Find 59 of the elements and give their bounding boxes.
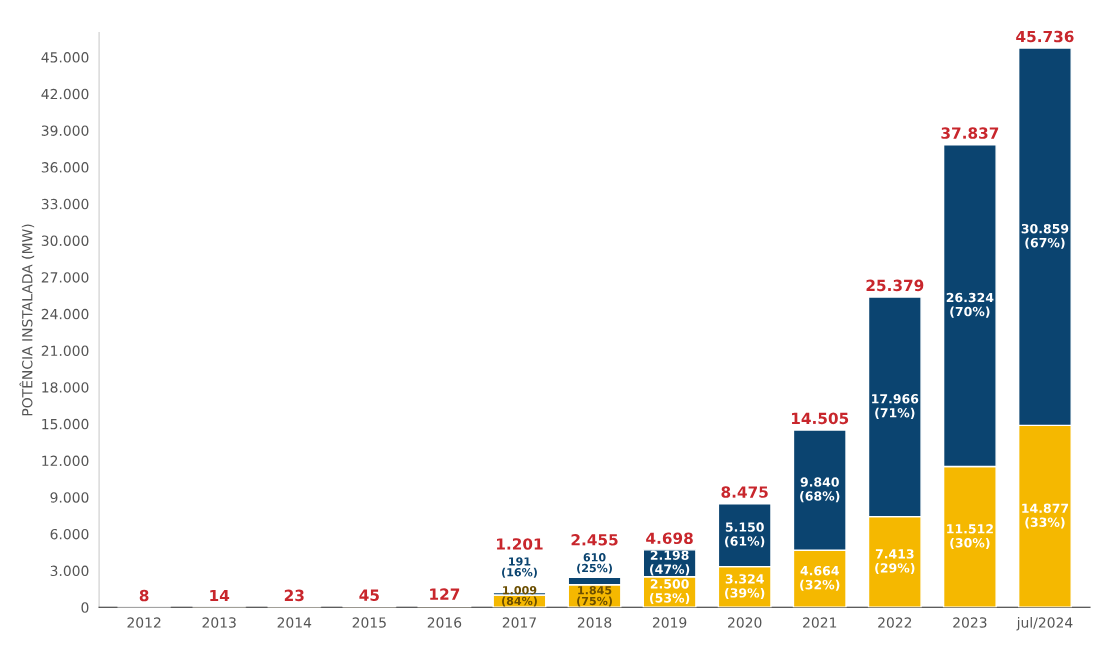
data-label: 4.664 (32%) [800,565,840,591]
total-label: 1.201 [497,538,543,550]
data-label: 2.500 (53%) [650,579,690,605]
y-tick-label: 24.000 [41,308,89,320]
data-label: 610 (25%) [577,553,612,574]
y-tick-label: 33.000 [41,198,89,210]
x-tick-label: 2022 [878,617,912,628]
data-label: 191 (16%) [502,557,537,578]
y-tick-label: 42.000 [41,88,89,100]
data-label: 2.198 (47%) [650,550,690,576]
total-label: 23 [284,589,304,602]
data-label: 9.840 (68%) [800,477,840,503]
data-label: 7.413 (29%) [875,549,915,575]
total-label: 25.379 [866,279,924,292]
total-label: 37.837 [941,127,999,139]
y-tick-label: 18.000 [42,382,89,393]
y-tick-label: 45.000 [41,52,89,63]
data-label: 1.845 (75%) [577,585,612,607]
x-tick-label: 2019 [652,617,687,628]
y-tick-label: 6.000 [50,528,89,540]
x-tick-label: 2014 [277,617,312,628]
y-tick-label: 21.000 [41,345,89,357]
total-label: 45.736 [1016,30,1074,43]
y-tick-label: 3.000 [50,565,89,577]
data-label: 1.009 (84%) [502,585,537,607]
y-axis-title: POTÊNCIA INSTALADA (MW) [19,224,35,416]
y-tick-label: 39.000 [41,125,89,136]
x-tick-label: 2017 [502,617,536,628]
total-label: 14 [210,589,230,602]
total-label: 8.475 [721,486,768,498]
data-label: 5.150 (61%) [725,522,765,548]
data-label: 14.877 (33%) [1022,503,1069,529]
x-tick-label: 2013 [202,617,236,628]
y-tick-label: 30.000 [41,235,89,246]
x-tick-label: 2021 [803,617,837,628]
y-tick-label: 12.000 [42,455,89,467]
y-tick-label: 27.000 [41,272,89,283]
total-label: 14.505 [791,412,849,425]
data-label: 3.324 (39%) [725,574,765,600]
x-tick-label: 2020 [728,617,762,628]
x-tick-label: 2012 [127,617,161,628]
x-tick-label: jul/2024 [1016,617,1073,631]
total-label: 45 [359,589,379,601]
data-label: 17.966 (71%) [872,394,919,419]
total-label: 8 [139,589,149,602]
total-label: 127 [430,588,460,600]
x-tick-label: 2016 [427,617,462,628]
y-tick-label: 15.000 [42,418,89,430]
total-label: 2.455 [571,534,618,546]
x-tick-label: 2015 [352,617,386,628]
data-label: 11.512 (30%) [947,524,993,550]
x-tick-label: 2018 [577,617,612,628]
x-tick-label: 2023 [953,617,987,628]
y-tick-label: 9.000 [50,492,89,503]
data-label: 30.859 (67%) [1021,223,1069,249]
y-tick-label: 0 [81,602,89,613]
y-tick-label: 36.000 [41,162,89,173]
total-label: 4.698 [646,532,693,545]
data-label: 26.324 (70%) [946,292,994,318]
